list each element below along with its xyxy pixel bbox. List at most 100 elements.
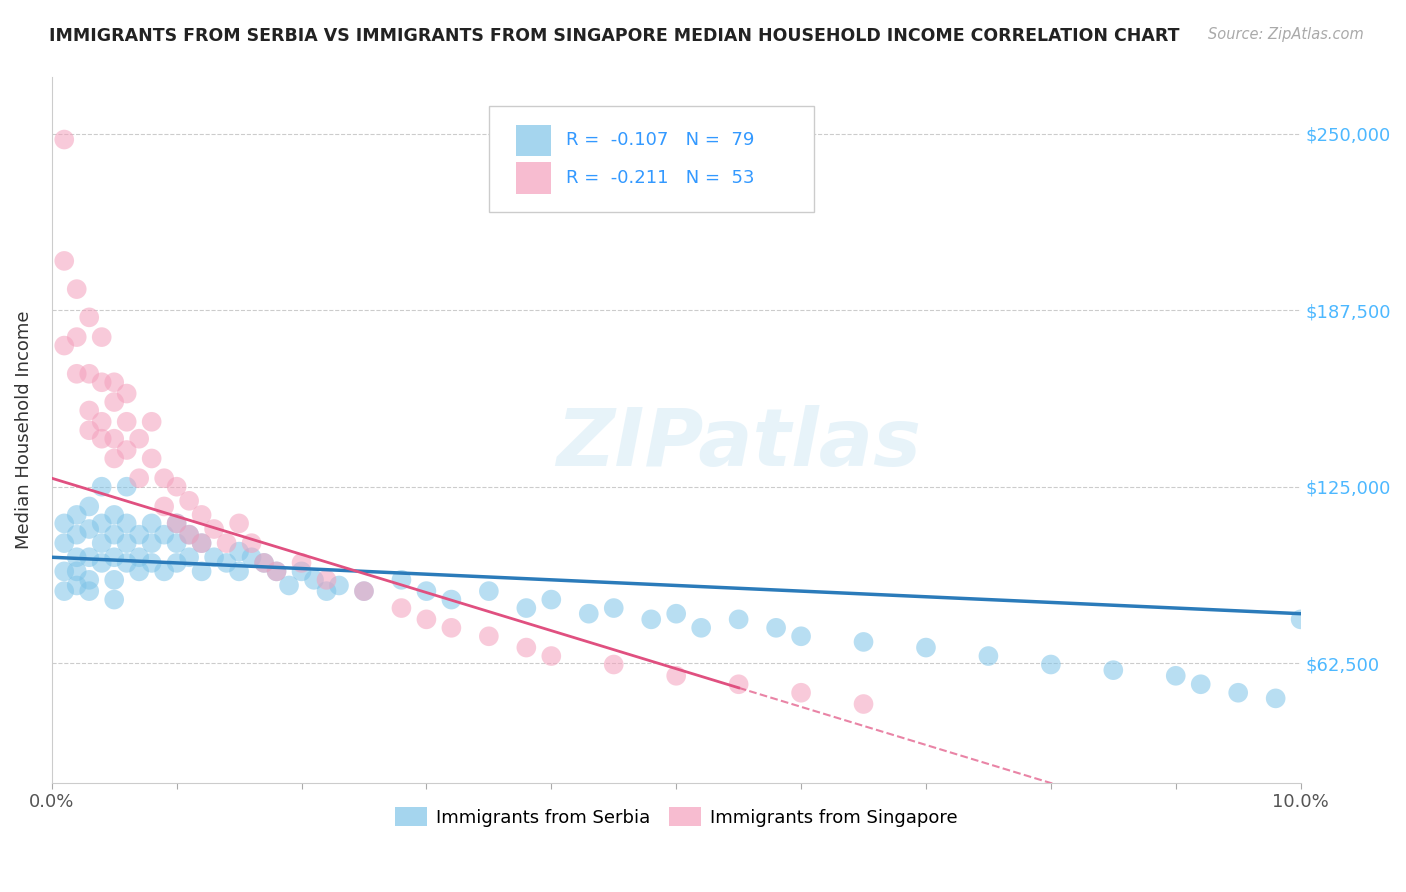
Point (166, 556, 188, 570)
Point (115, 415, 138, 429)
Point (179, 527, 201, 541)
Point (1189, 677, 1212, 691)
Point (90, 376, 112, 390)
Point (179, 493, 201, 508)
Text: R =  -0.107   N =  79: R = -0.107 N = 79 (567, 130, 755, 149)
Point (115, 536, 138, 550)
Point (103, 395, 125, 409)
Point (603, 601, 626, 615)
Point (103, 451, 125, 466)
Point (66, 565, 89, 579)
Point (391, 601, 413, 615)
Point (77, 573, 100, 587)
Point (66, 367, 89, 381)
Point (128, 432, 150, 446)
Point (202, 550, 225, 565)
Point (1164, 669, 1187, 683)
Point (53, 565, 76, 579)
Y-axis label: Median Household Income: Median Household Income (15, 311, 32, 549)
Point (90, 556, 112, 570)
Point (77, 550, 100, 565)
Point (266, 565, 288, 579)
Point (66, 282, 89, 296)
Point (215, 556, 238, 570)
Point (391, 573, 413, 587)
Point (77, 423, 100, 437)
Point (215, 536, 238, 550)
Point (790, 629, 813, 643)
Point (77, 403, 100, 417)
Point (153, 565, 176, 579)
Point (690, 621, 713, 635)
Point (115, 556, 138, 570)
Point (90, 330, 112, 344)
Point (440, 621, 463, 635)
Point (1102, 663, 1125, 677)
Point (90, 415, 112, 429)
Point (103, 376, 125, 390)
Point (128, 527, 150, 541)
Point (179, 527, 201, 541)
Point (665, 607, 688, 621)
Point (90, 536, 112, 550)
Point (603, 657, 626, 672)
Point (153, 471, 176, 485)
Point (128, 471, 150, 485)
Text: IMMIGRANTS FROM SERBIA VS IMMIGRANTS FROM SINGAPORE MEDIAN HOUSEHOLD INCOME CORR: IMMIGRANTS FROM SERBIA VS IMMIGRANTS FRO… (49, 27, 1180, 45)
Point (66, 527, 89, 541)
Point (290, 565, 312, 579)
Point (328, 578, 350, 592)
Point (190, 565, 212, 579)
Point (90, 480, 112, 494)
Point (515, 601, 537, 615)
Point (266, 565, 288, 579)
Point (128, 550, 150, 565)
Point (640, 612, 662, 626)
Point (103, 573, 125, 587)
Point (166, 480, 188, 494)
Point (166, 516, 188, 531)
Text: Source: ZipAtlas.com: Source: ZipAtlas.com (1208, 27, 1364, 42)
Point (1039, 657, 1062, 672)
Point (353, 584, 375, 599)
Point (103, 508, 125, 522)
Point (66, 578, 89, 592)
Point (103, 550, 125, 565)
FancyBboxPatch shape (516, 125, 551, 156)
Point (53, 338, 76, 352)
Point (353, 584, 375, 599)
Point (141, 415, 163, 429)
Point (141, 536, 163, 550)
Point (665, 669, 688, 683)
Point (190, 536, 212, 550)
Point (77, 522, 100, 536)
Point (115, 386, 138, 401)
Point (115, 516, 138, 531)
Point (103, 592, 125, 607)
Point (478, 584, 501, 599)
Point (103, 432, 125, 446)
Point (202, 522, 225, 536)
Point (540, 592, 562, 607)
Point (228, 516, 250, 531)
Point (115, 442, 138, 457)
Point (166, 536, 188, 550)
Point (852, 635, 875, 649)
Legend: Immigrants from Serbia, Immigrants from Singapore: Immigrants from Serbia, Immigrants from … (388, 800, 965, 834)
Point (302, 573, 325, 587)
Point (240, 536, 263, 550)
Point (315, 584, 337, 599)
Point (90, 516, 112, 531)
Point (153, 500, 176, 514)
Point (66, 508, 89, 522)
Point (1289, 612, 1312, 626)
Point (179, 550, 201, 565)
Point (1264, 691, 1286, 706)
Point (253, 556, 276, 570)
Point (415, 612, 437, 626)
Point (53, 516, 76, 531)
Text: ZIPatlas: ZIPatlas (557, 405, 921, 483)
Point (515, 640, 537, 655)
FancyBboxPatch shape (489, 105, 814, 211)
Point (190, 536, 212, 550)
